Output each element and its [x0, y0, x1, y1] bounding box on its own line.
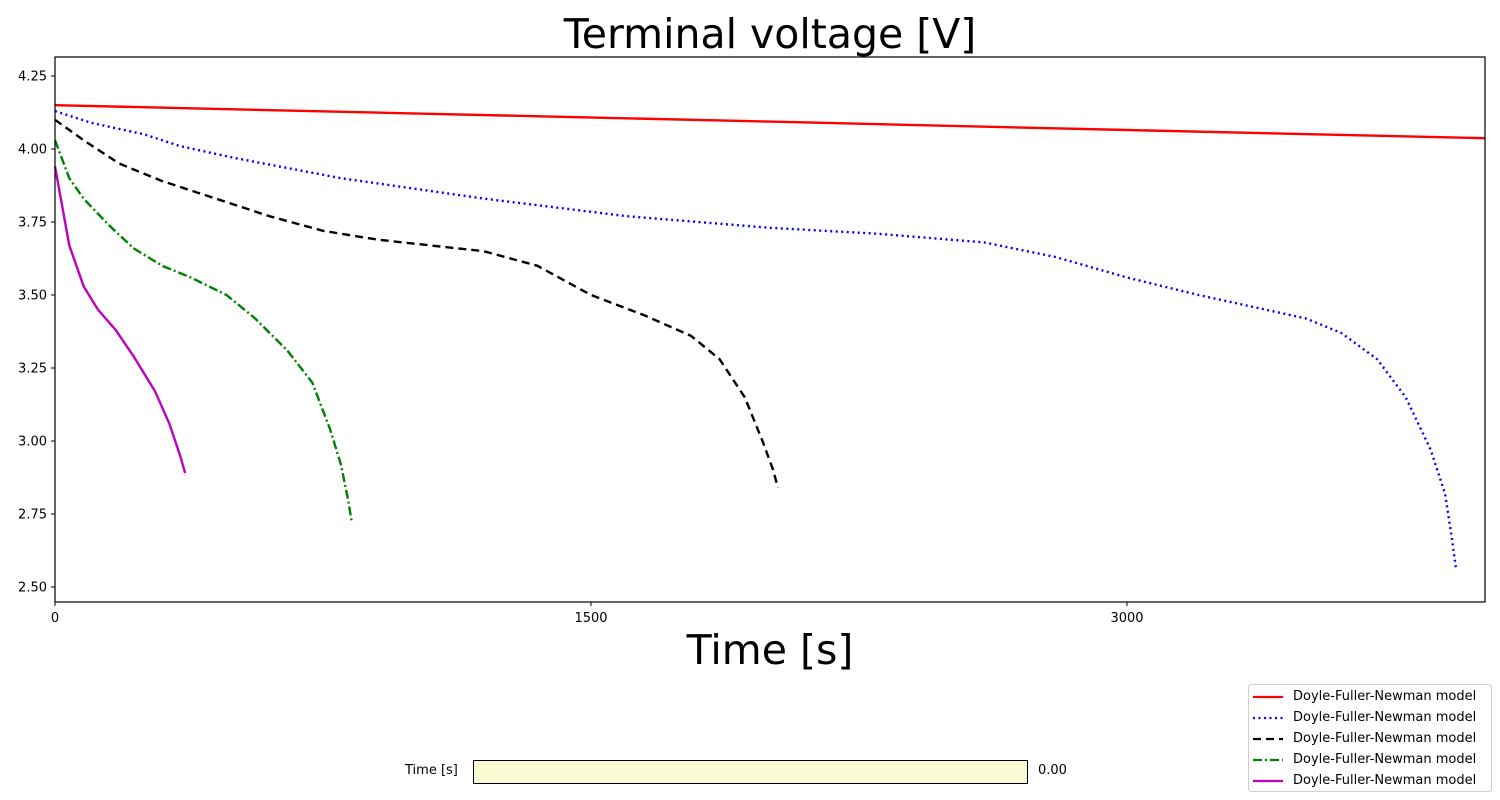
legend-label: Doyle-Fuller-Newman model	[1293, 773, 1477, 788]
legend-line-icon	[1253, 779, 1283, 782]
time-slider[interactable]	[473, 760, 1028, 784]
x-axis-label: Time [s]	[686, 626, 854, 674]
legend-item: Doyle-Fuller-Newman model	[1253, 728, 1476, 749]
axes-frame	[54, 56, 1486, 603]
legend-item: Doyle-Fuller-Newman model	[1253, 770, 1476, 791]
x-tick-label: 1500	[574, 611, 607, 626]
series-layer	[53, 104, 1486, 570]
legend-item: Doyle-Fuller-Newman model	[1253, 707, 1476, 728]
series-line-0	[54, 104, 1486, 140]
legend-item: Doyle-Fuller-Newman model	[1253, 686, 1476, 707]
x-tick-label: 0	[51, 611, 59, 626]
legend-line-icon	[1253, 695, 1283, 698]
time-slider-value: 0.00	[1038, 763, 1067, 778]
y-tick-label: 3.25	[18, 362, 47, 377]
legend-label: Doyle-Fuller-Newman model	[1293, 731, 1477, 746]
x-axis: 0 1500 3000	[51, 602, 1144, 626]
legend-label: Doyle-Fuller-Newman model	[1293, 689, 1477, 704]
series-line-3	[53, 139, 354, 523]
legend-label: Doyle-Fuller-Newman model	[1293, 752, 1477, 767]
y-tick-label: 2.50	[18, 581, 47, 596]
y-tick-label: 4.25	[18, 70, 47, 85]
time-slider-label: Time [s]	[405, 763, 458, 778]
legend-label: Doyle-Fuller-Newman model	[1293, 710, 1477, 725]
y-tick-label: 2.75	[18, 508, 47, 523]
series-line-4	[53, 166, 187, 474]
y-tick-label: 3.75	[18, 216, 47, 231]
series-line-2	[54, 118, 780, 489]
x-tick-label: 3000	[1110, 611, 1143, 626]
legend-line-icon	[1253, 758, 1283, 761]
y-axis: 2.50 2.75 3.00 3.25 3.50 3.75 4.00 4.25	[18, 70, 55, 596]
chart-title: Terminal voltage [V]	[563, 10, 977, 58]
legend-item: Doyle-Fuller-Newman model	[1253, 749, 1476, 770]
line-chart: Terminal voltage [V] 2.50 2.75 3.00 3.25 3.5…	[18, 10, 1486, 674]
series-line-1	[54, 109, 1458, 570]
legend: Doyle-Fuller-Newman model Doyle-Fuller-N…	[1248, 684, 1492, 792]
legend-line-icon	[1253, 737, 1283, 740]
y-tick-label: 4.00	[18, 143, 47, 158]
legend-line-icon	[1253, 716, 1283, 719]
y-tick-label: 3.50	[18, 289, 47, 304]
y-tick-label: 3.00	[18, 435, 47, 450]
